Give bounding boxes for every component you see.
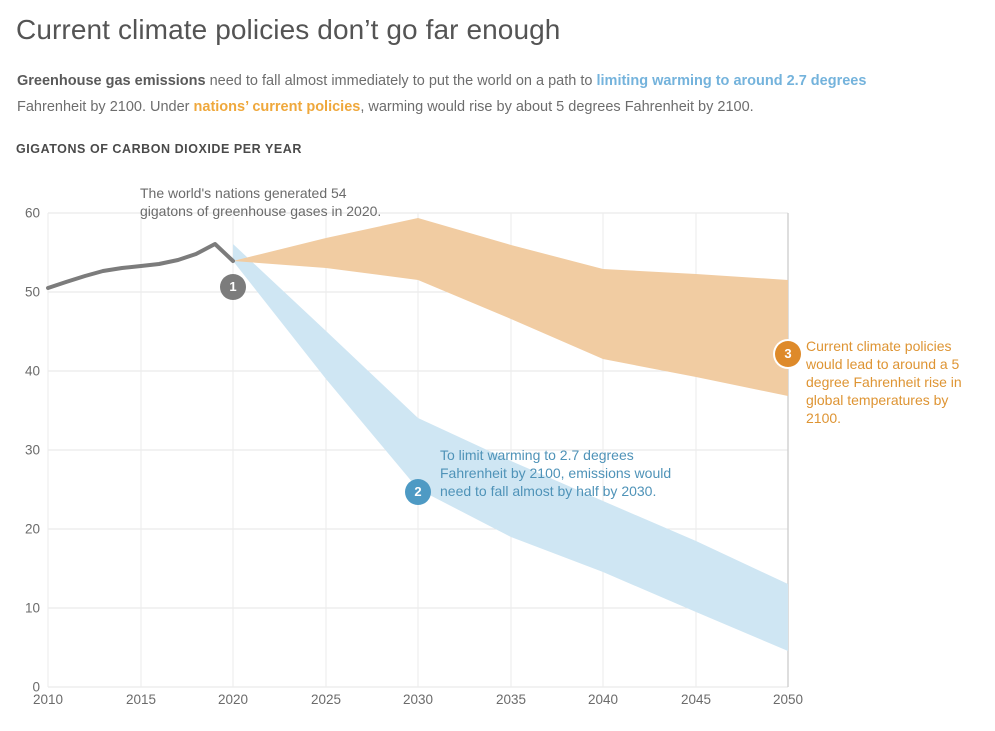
page-title: Current climate policies don’t go far en… bbox=[16, 14, 561, 45]
chart-units-label: GIGATONS OF CARBON DIOXIDE PER YEAR bbox=[16, 142, 302, 156]
y-tick-50: 50 bbox=[24, 284, 40, 300]
annotation-text-2: To limit warming to 2.7 degrees Fahrenhe… bbox=[440, 447, 672, 499]
y-tick-20: 20 bbox=[24, 521, 40, 537]
y-tick-10: 10 bbox=[24, 600, 40, 616]
chart-svg bbox=[46, 212, 789, 688]
deck-highlight-orange[interactable]: nations’ current policies bbox=[193, 99, 361, 115]
deck-highlight-blue[interactable]: limiting warming to around 2.7 degrees bbox=[596, 73, 867, 89]
line-historical-emissions bbox=[46, 242, 235, 290]
deck-part-2: Fahrenheit by 2100. Under bbox=[17, 99, 194, 115]
x-tick-2025: 2025 bbox=[310, 692, 342, 707]
y-tick-0: 0 bbox=[32, 679, 40, 695]
x-tick-2050: 2050 bbox=[772, 692, 804, 707]
x-tick-2015: 2015 bbox=[125, 692, 157, 707]
x-tick-2035: 2035 bbox=[495, 692, 527, 707]
x-tick-2040: 2040 bbox=[587, 692, 619, 707]
annotation-text-3: Current climate policies would lead to a… bbox=[806, 338, 962, 426]
x-tick-2010: 2010 bbox=[32, 692, 64, 707]
x-tick-2020: 2020 bbox=[217, 692, 249, 707]
y-tick-40: 40 bbox=[24, 363, 40, 379]
y-tick-60: 60 bbox=[24, 205, 40, 221]
y-tick-30: 30 bbox=[24, 442, 40, 458]
annotation-text-1: The world's nations generated 54 gigaton… bbox=[140, 185, 382, 219]
annotation-marker-2[interactable]: 2 bbox=[405, 479, 431, 505]
band-current-policies bbox=[233, 218, 788, 396]
x-tick-2030: 2030 bbox=[402, 692, 434, 707]
annotation-marker-1[interactable]: 1 bbox=[220, 274, 246, 300]
chart-plot-area: 60 50 40 30 20 10 0 2010 2015 2020 2025 … bbox=[0, 170, 995, 731]
deck-part-3: , warming would rise by about 5 degrees … bbox=[360, 99, 754, 115]
deck-paragraph: Greenhouse gas emissions need to fall al… bbox=[17, 68, 957, 120]
x-tick-2045: 2045 bbox=[680, 692, 712, 707]
gridlines bbox=[47, 212, 789, 688]
deck-part-1: need to fall almost immediately to put t… bbox=[205, 73, 597, 89]
annotation-marker-3[interactable]: 3 bbox=[775, 341, 801, 367]
deck-lead-bold: Greenhouse gas emissions bbox=[17, 73, 206, 89]
band-two-point-seven-pathway bbox=[233, 244, 788, 651]
